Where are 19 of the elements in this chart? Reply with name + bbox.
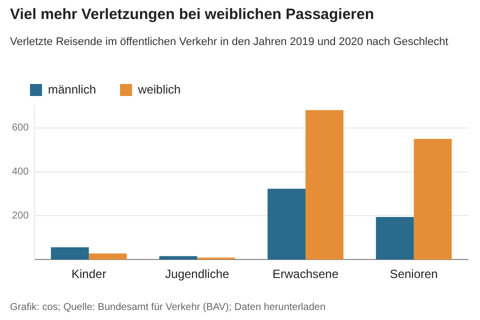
legend-label: weiblich (137, 82, 181, 96)
bar (306, 110, 344, 260)
x-tick-label: Erwachsene (272, 267, 339, 282)
y-tick-label: 400 (12, 166, 30, 178)
x-tick-label: Jugendliche (165, 267, 230, 282)
x-tick-label: Kinder (72, 267, 106, 282)
bar (50, 247, 89, 260)
text: Grafik: cos; Quelle: Bundesamt für Verkehr (BAV); Daten herunterladen (10, 302, 326, 313)
bar (376, 217, 414, 260)
bar (159, 256, 198, 260)
bar (268, 188, 306, 260)
legend-label: männlich (48, 82, 96, 96)
chart-title: Viel mehr Verletzungen bei weiblichen Passagieren (10, 6, 374, 23)
bar (88, 253, 127, 260)
bar (414, 138, 452, 260)
chart-subtitle: Verletzte Reisende im öffentlichen Verkehr in den Jahren 2019 und 2020 nach Geschlecht (10, 36, 448, 48)
y-tick-label: 200 (12, 210, 30, 222)
y-tick-label: 600 (12, 122, 30, 134)
x-tick-label: Senioren (390, 267, 438, 282)
